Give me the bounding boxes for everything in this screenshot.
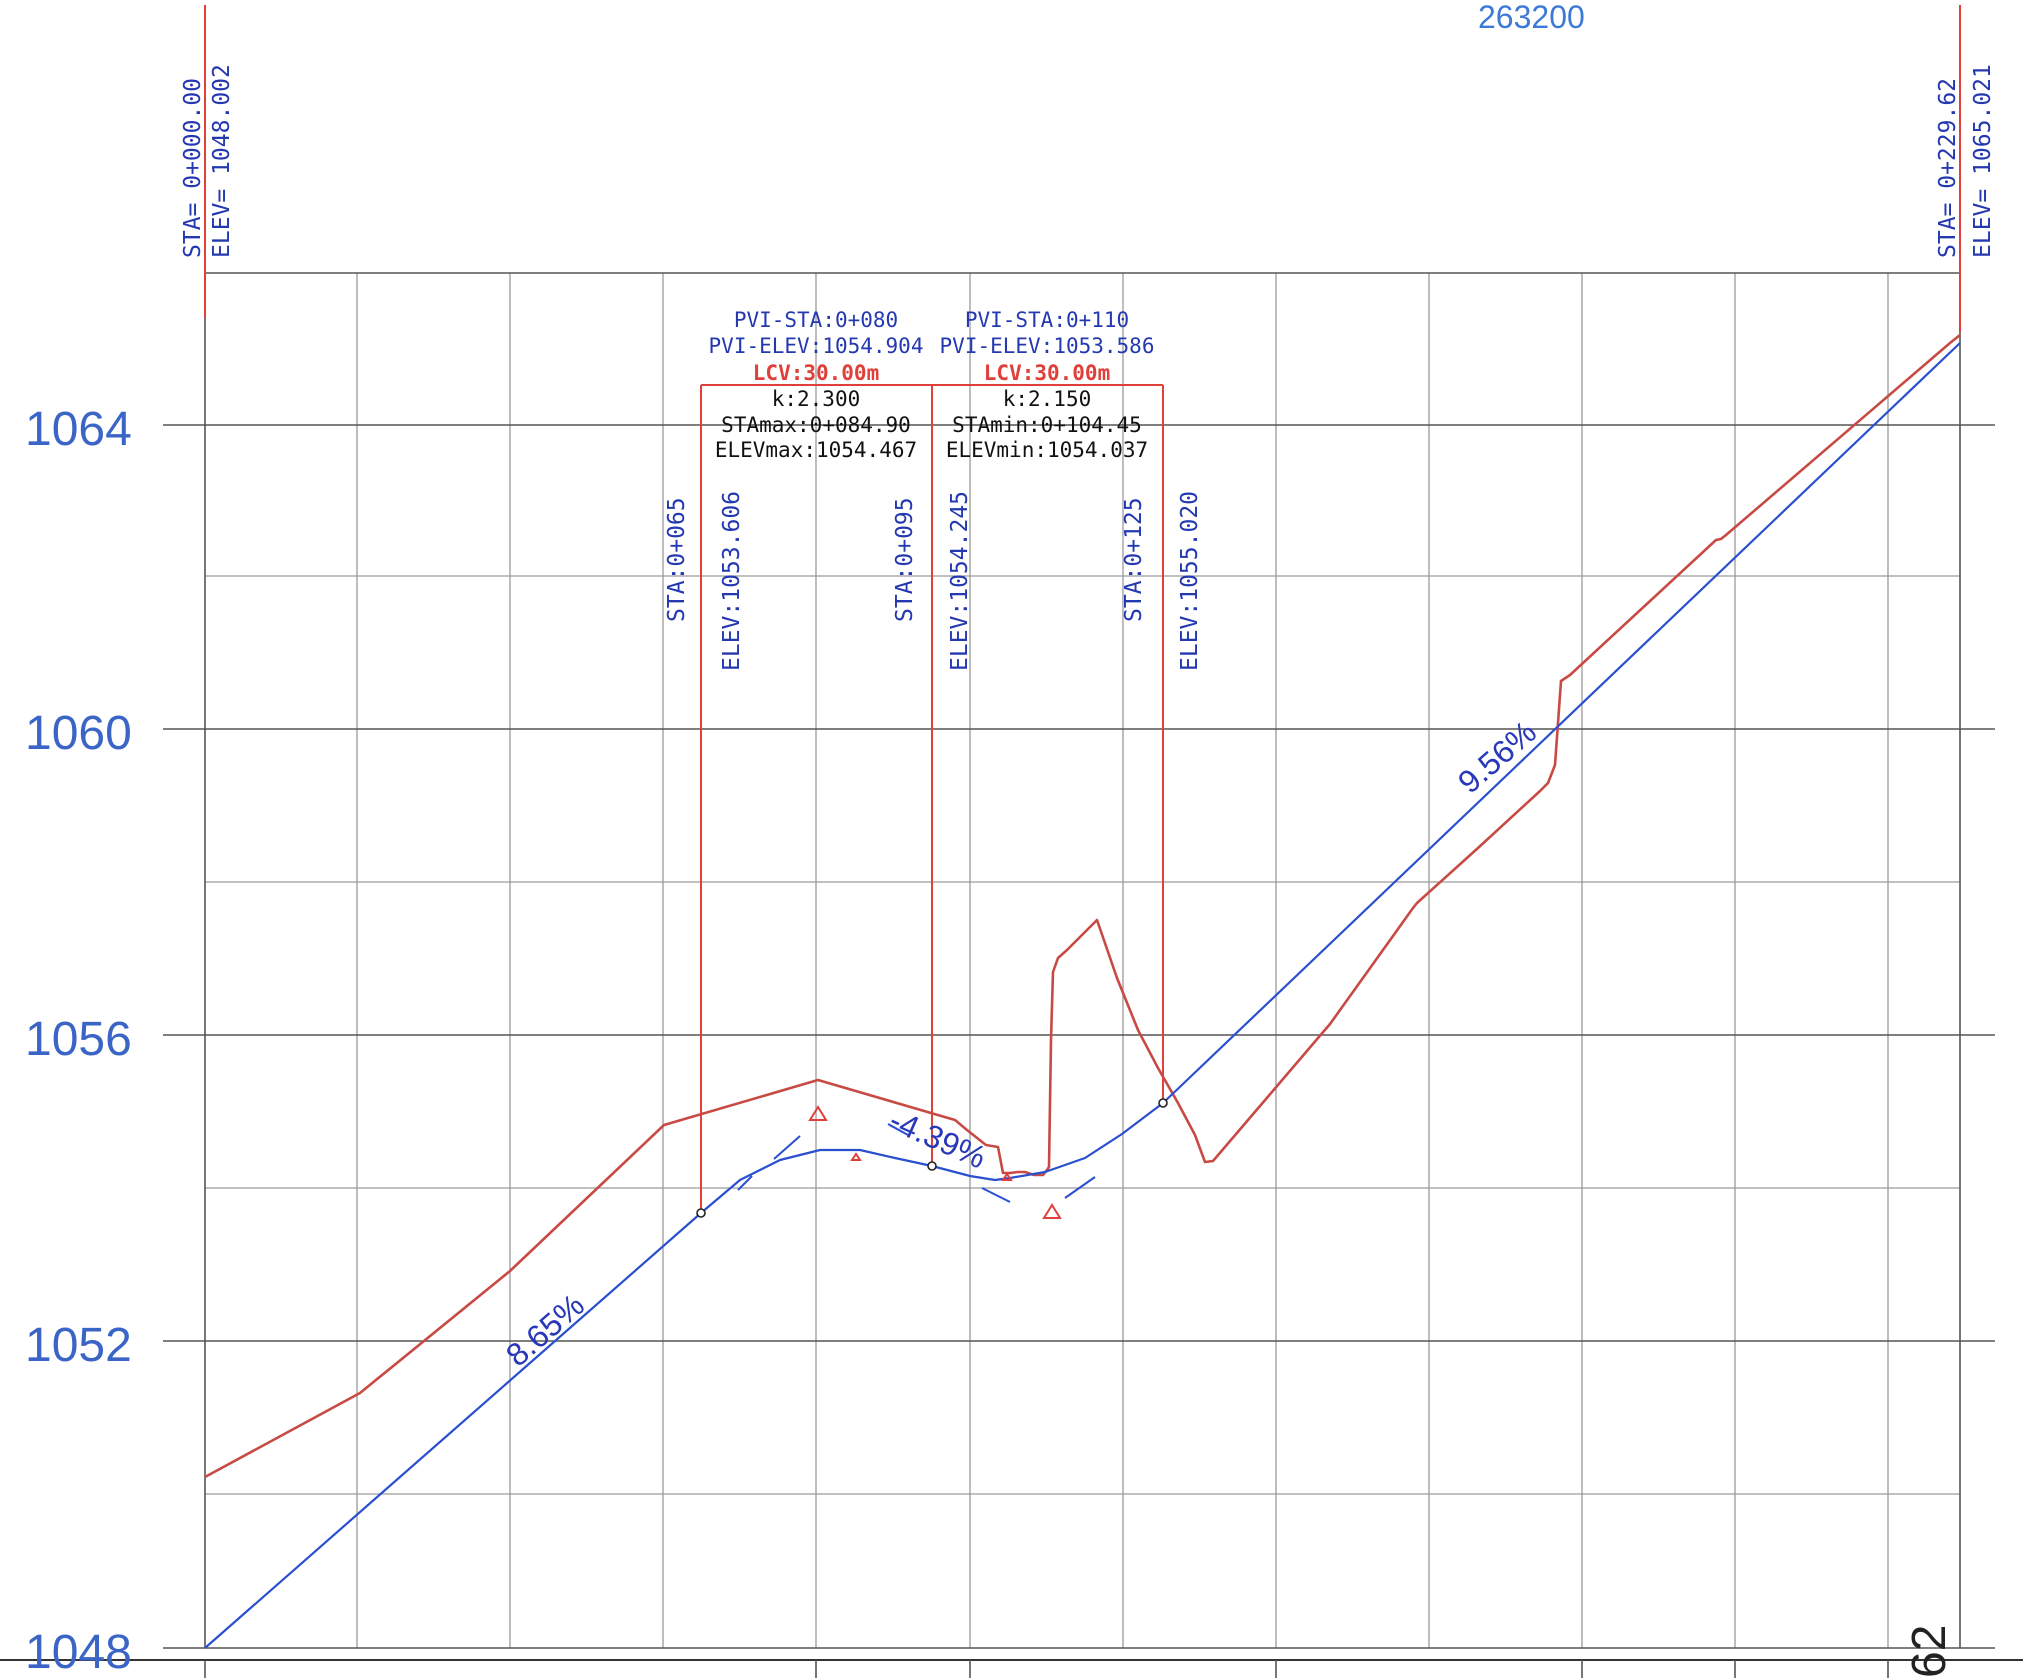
- pvi-triangle-markers: [808, 1105, 1062, 1219]
- sta-min-2: STAmin:0+104.45: [952, 413, 1142, 437]
- lcv-1: LCV:30.00m: [753, 361, 879, 385]
- end-sta-label: STA= 0+229.62: [1935, 78, 1961, 258]
- sta-max-1: STAmax:0+084.90: [721, 413, 911, 437]
- y-tick-1052: 1052: [25, 1319, 132, 1372]
- grade-profile-line: [204, 342, 1961, 1649]
- grid: [205, 273, 1960, 1648]
- lcv-2: LCV:30.00m: [984, 361, 1110, 385]
- terrain-profile-line: [204, 333, 1961, 1479]
- sta-label-125: STA:0+125: [1121, 497, 1147, 622]
- bottom-partial-label: 62: [1903, 1625, 1956, 1678]
- y-tick-1060: 1060: [25, 707, 132, 760]
- pvi-elev-1: PVI-ELEV:1054.904: [709, 334, 924, 358]
- y-tick-1064: 1064: [25, 403, 132, 456]
- start-sta-label: STA= 0+000.00: [180, 78, 206, 258]
- curve-annotation-box: [700, 384, 1164, 1213]
- elev-label-095: ELEV:1054.245: [947, 491, 973, 671]
- elev-min-2: ELEVmin:1054.037: [946, 438, 1148, 462]
- y-tick-1056: 1056: [25, 1013, 132, 1066]
- slope-label-3: 9.56%: [1451, 714, 1543, 801]
- pvi-tangent-dashes: [737, 1123, 1096, 1203]
- end-elev-label: ELEV= 1065.021: [1970, 64, 1996, 258]
- y-tick-1048: 1048: [25, 1626, 132, 1678]
- k-value-1: k:2.300: [772, 387, 861, 411]
- sta-label-095: STA:0+095: [892, 497, 918, 622]
- slope-label-2: -4.39%: [884, 1102, 991, 1176]
- pvi-sta-2: PVI-STA:0+110: [965, 308, 1129, 332]
- start-elev-label: ELEV= 1048.002: [209, 64, 235, 258]
- elev-label-125: ELEV:1055.020: [1177, 491, 1203, 671]
- elev-label-065: ELEV:1053.606: [719, 491, 745, 671]
- header-label: 263200: [1478, 0, 1585, 35]
- k-value-2: k:2.150: [1003, 387, 1092, 411]
- pvi-sta-1: PVI-STA:0+080: [734, 308, 898, 332]
- sta-label-065: STA:0+065: [664, 497, 690, 622]
- grid-major-lines: [0, 272, 2023, 1678]
- pvi-elev-2: PVI-ELEV:1053.586: [940, 334, 1155, 358]
- elev-max-1: ELEVmax:1054.467: [715, 438, 917, 462]
- pvc-pvt-point-markers: [696, 1098, 1168, 1218]
- slope-label-1: 8.65%: [499, 1287, 591, 1374]
